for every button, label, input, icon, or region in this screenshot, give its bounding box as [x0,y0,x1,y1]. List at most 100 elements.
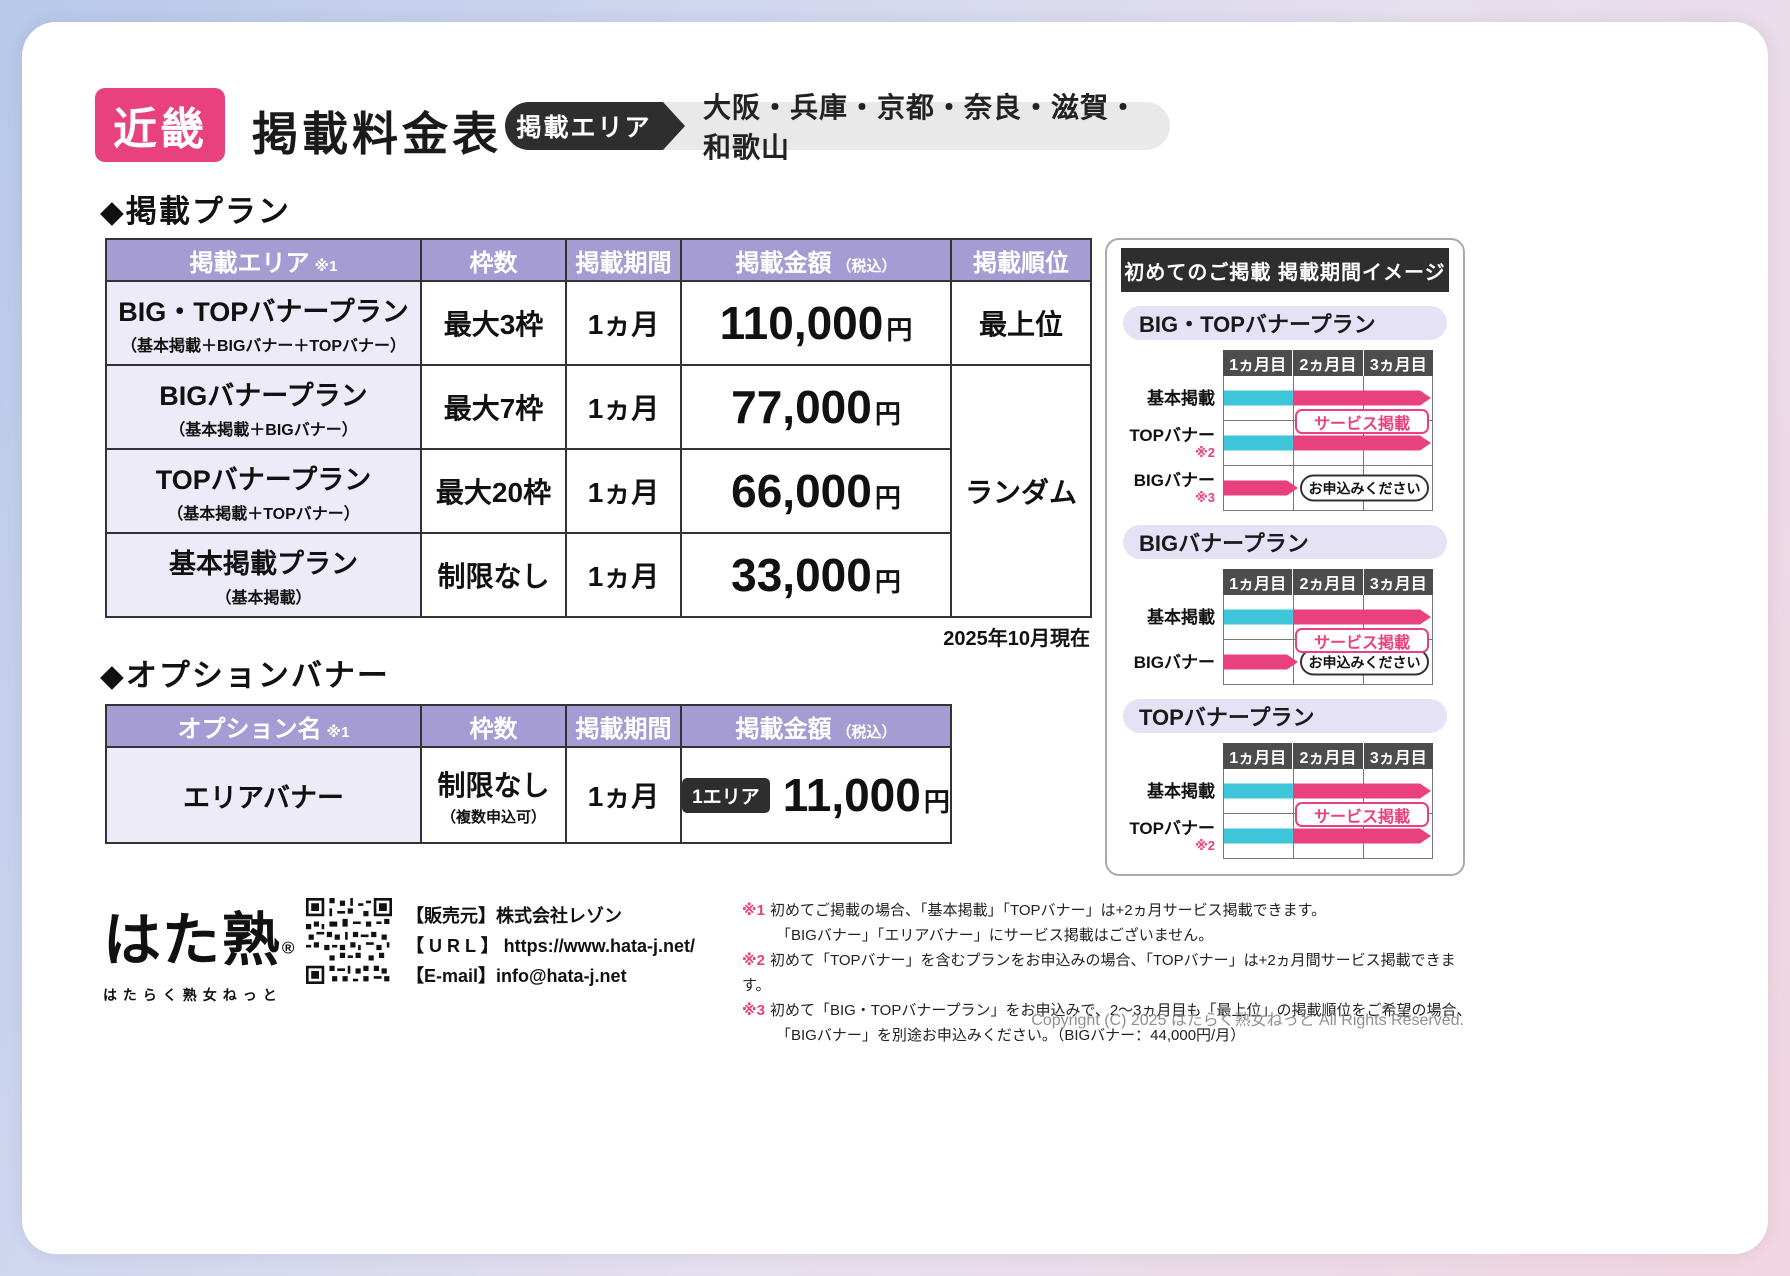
chart-plan-label: BIG・TOPバナープラン [1123,306,1447,340]
gridline [1432,350,1433,511]
copyright: Copyright (C) 2025 はたらく熟女ねっと All Rights … [1031,1012,1464,1029]
footnote-mark: ※1 [742,902,765,919]
url-line: 【 U R L 】 https://www.hata-j.net/ [406,936,696,956]
plan-section-heading: ◆掲載プラン [100,194,291,229]
gridline [1363,569,1364,685]
table-row: BIG・TOPバナープラン （基本掲載＋BIGバナー＋TOPバナー） 最大3枠 … [105,280,1092,366]
price-value: 66,000 [731,465,872,517]
table-row: 基本掲載プラン （基本掲載） 制限なし 1ヵ月 33,000 円 [105,532,1091,618]
footnote-ref: ※3 [1195,489,1215,505]
spacer [1123,569,1223,595]
timeline-row [1223,421,1433,466]
footnote-ref: ※2 [1195,444,1215,460]
area-names: 大阪・兵庫・京都・奈良・滋賀・和歌山 [703,92,1139,163]
plan-sub: （基本掲載＋TOPバナー） [167,506,360,523]
timeline-grid: 1ヵ月目 2ヵ月目 3ヵ月目 お申込みください サービス掲載 [1223,569,1433,685]
plan-name-cell: BIG・TOPバナープラン （基本掲載＋BIGバナー＋TOPバナー） [105,280,422,366]
month-label: 2ヵ月目 [1293,569,1364,595]
gridline [1293,350,1294,511]
option-name-cell: エリアバナー [105,746,422,844]
chart-row-label: 基本掲載 [1123,376,1223,421]
timeline: 基本掲載 TOPバナー ※2 1ヵ月目 2ヵ月目 3ヵ月目 [1123,743,1449,859]
footnote-ref: ※2 [1195,837,1215,853]
paid-period-bar [1224,828,1293,844]
chart-row-labels: 基本掲載 TOPバナー ※2 BIGバナー ※3 [1123,350,1223,511]
month-header: 1ヵ月目 2ヵ月目 3ヵ月目 [1223,350,1433,376]
plan-table-header-row: 掲載エリア ※1 枠数 掲載期間 掲載金額 （税込） 掲載順位 [105,238,1092,282]
table-row: TOPバナープラン （基本掲載＋TOPバナー） 最大20枠 1ヵ月 66,000… [105,448,1091,534]
service-period-arrow [1293,610,1431,625]
brand-logo-subtext: はたらく熟女ねっと [103,987,283,1003]
paid-period-bar [1224,609,1293,625]
plan-name: TOPバナープラン [155,465,372,495]
slots-cell: 最大3枠 [420,280,567,366]
row-label-text: BIGバナー [1133,652,1215,672]
col-header-rank: 掲載順位 [950,238,1092,282]
row-label-text: 基本掲載 [1147,607,1215,627]
slots-cell: 最大20枠 [420,448,567,534]
slots-value: 制限なし [437,769,550,801]
footnote-1: ※1 初めてご掲載の場合、「基本掲載」「TOPバナー」は+2ヵ月サービス掲載できま… [742,898,1482,923]
as-of-date: 2025年10月現在 [943,628,1090,650]
chart-row-label: TOPバナー ※2 [1123,421,1223,466]
chart-row-labels: 基本掲載 BIGバナー [1123,569,1223,685]
price-unit: 円 [874,483,901,513]
chart-row-labels: 基本掲載 TOPバナー ※2 [1123,743,1223,859]
per-area-badge: 1エリア [682,777,770,813]
price-cell: 66,000 円 [680,448,952,534]
price-unit: 円 [874,567,901,597]
company-info: 【販売元】株式会社レゾン 【 U R L 】 https://www.hata-… [406,901,695,991]
col-header-area: 掲載エリア ※1 [105,238,422,282]
timeline-panel-title: 初めてのご掲載 掲載期間イメージ [1121,248,1449,292]
gridline [1363,743,1364,859]
plan-name-cell: 基本掲載プラン （基本掲載） [105,532,422,618]
footnote-1-cont: 「BIGバナー」「エリアバナー」にサービス掲載はございません。 [776,927,1214,944]
footnote-3: ※3 初めて「BIG・TOPバナープラン」をお申込みで、2〜3ヵ月目も「最上位」の… [742,998,1482,1023]
footnote-text: 初めて「BIG・TOPバナープラン」をお申込みで、2〜3ヵ月目も「最上位」の掲載… [769,1002,1472,1019]
month-label: 2ヵ月目 [1293,743,1364,769]
plan-sub: （基本掲載＋BIGバナー） [169,422,358,439]
gridline [1432,743,1433,859]
plan-table: 掲載エリア ※1 枠数 掲載期間 掲載金額 （税込） 掲載順位 BIG・TOPバナー… [105,238,1092,618]
plan-name: BIG・TOPバナープラン [118,297,409,327]
gridline [1432,569,1433,685]
month-label: 3ヵ月目 [1363,569,1433,595]
service-label: サービス掲載 [1295,628,1429,653]
registered-mark: ® [281,938,295,958]
rank-cell-merged: ランダム [950,364,1092,618]
col-header-price: 掲載金額 （税込） [680,238,952,282]
plan-name: 基本掲載プラン [169,549,358,579]
month-label: 3ヵ月目 [1363,350,1433,376]
tax-note: （税込） [836,723,897,741]
month-label: 1ヵ月目 [1223,743,1294,769]
slots-sub: （複数申込可） [440,808,546,826]
tax-note: （税込） [836,257,897,275]
period-cell: 1ヵ月 [565,746,682,844]
brand-logo: はた熟® はたらく熟女ねっと [103,893,294,1005]
footnote-ref: ※1 [314,257,338,275]
timeline-grid: 1ヵ月目 2ヵ月目 3ヵ月目 サービス掲載 [1223,743,1433,859]
slots-cell: 最大7枠 [420,364,567,450]
region-badge: 近畿 [95,88,225,162]
option-name: エリアバナー [183,782,344,813]
timeline-chart-big-top: BIG・TOPバナープラン 基本掲載 TOPバナー ※2 BIGバナー ※3 1ヵ月… [1121,306,1449,511]
spacer [1123,743,1223,769]
paid-period-bar [1224,435,1293,451]
paid-period-arrow [1224,481,1298,496]
timeline-chart-big: BIGバナープラン 基本掲載 BIGバナー 1ヵ月目 2ヵ月目 3ヵ月目 [1121,525,1449,685]
table-row: エリアバナー 制限なし （複数申込可） 1ヵ月 1エリア 11,000 円 [105,746,952,844]
month-label: 1ヵ月目 [1223,350,1294,376]
row-label-text: 基本掲載 [1147,781,1215,801]
col-header-option-name: オプション名 ※1 [105,704,422,748]
option-table-header-row: オプション名 ※1 枠数 掲載期間 掲載金額 （税込） [105,704,952,748]
footnote-text: 初めて「TOPバナー」を含むプランをお申込みの場合、「TOPバナー」は+2ヵ月間… [742,952,1456,994]
spacer [1123,350,1223,376]
col-header-slots: 枠数 [420,238,567,282]
area-tag-label: 掲載エリア [505,102,663,150]
chart-row-label: BIGバナー ※3 [1123,466,1223,511]
row-label-text: TOPバナー [1129,819,1215,839]
gridline [1223,350,1224,511]
footnote-2: ※2 初めて「TOPバナー」を含むプランをお申込みの場合、「TOPバナー」は+2ヵ… [742,948,1482,998]
col-header-price-label: 掲載金額 [735,715,832,743]
